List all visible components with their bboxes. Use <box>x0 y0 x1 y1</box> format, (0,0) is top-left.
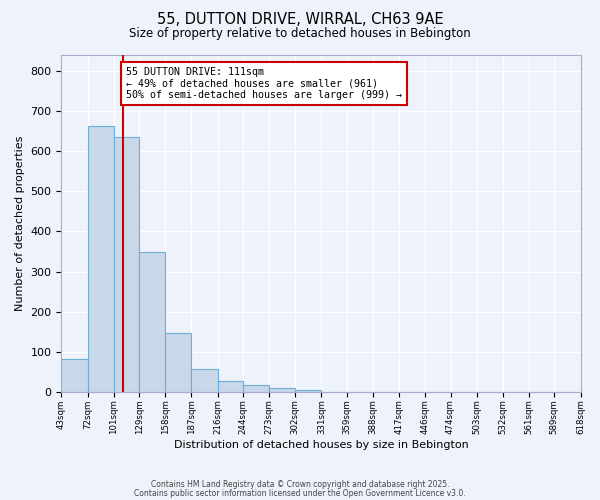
Bar <box>269 388 295 392</box>
Text: Contains HM Land Registry data © Crown copyright and database right 2025.: Contains HM Land Registry data © Crown c… <box>151 480 449 489</box>
Bar <box>295 390 322 392</box>
Bar <box>61 358 88 392</box>
Bar <box>114 137 139 392</box>
Text: 55, DUTTON DRIVE, WIRRAL, CH63 9AE: 55, DUTTON DRIVE, WIRRAL, CH63 9AE <box>157 12 443 28</box>
X-axis label: Distribution of detached houses by size in Bebington: Distribution of detached houses by size … <box>173 440 469 450</box>
Text: Contains public sector information licensed under the Open Government Licence v3: Contains public sector information licen… <box>134 489 466 498</box>
Bar <box>243 384 269 392</box>
Bar <box>88 126 114 392</box>
Bar <box>165 332 191 392</box>
Bar <box>139 252 165 392</box>
Y-axis label: Number of detached properties: Number of detached properties <box>15 136 25 311</box>
Bar <box>191 368 218 392</box>
Text: Size of property relative to detached houses in Bebington: Size of property relative to detached ho… <box>129 28 471 40</box>
Bar <box>218 380 243 392</box>
Text: 55 DUTTON DRIVE: 111sqm
← 49% of detached houses are smaller (961)
50% of semi-d: 55 DUTTON DRIVE: 111sqm ← 49% of detache… <box>125 67 401 100</box>
